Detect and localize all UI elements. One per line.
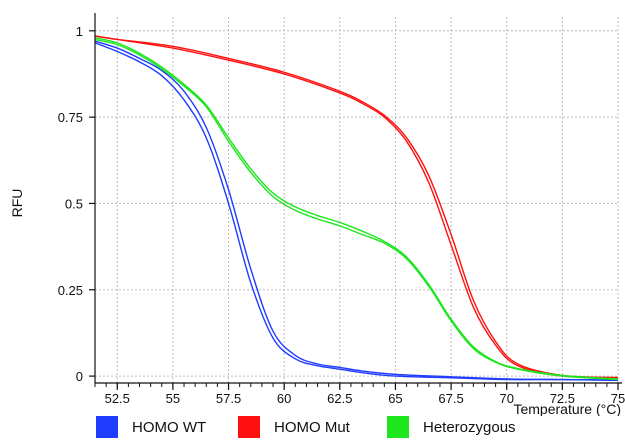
x-tick-label: 75	[611, 391, 625, 406]
y-tick-label: 1	[76, 24, 83, 39]
y-tick-label: 0.75	[58, 110, 83, 125]
x-tick-label: 70	[499, 391, 513, 406]
series-line-homo-wt-1	[94, 42, 619, 381]
legend-swatch-heterozygous	[387, 416, 409, 438]
legend-swatch-homo-mut	[238, 416, 260, 438]
legend-label-homo-mut: HOMO Mut	[274, 418, 350, 436]
axes	[94, 13, 622, 384]
series-line-homo-wt-2	[94, 40, 619, 381]
legend-label-homo-wt: HOMO WT	[132, 418, 207, 436]
series-line-homo-mut-2	[94, 35, 619, 379]
series-line-heterozygous-1	[94, 38, 619, 381]
x-tick-label: 52.5	[105, 391, 130, 406]
x-tick-label: 62.5	[327, 391, 352, 406]
x-tick-label: 55	[166, 391, 180, 406]
legend: HOMO WT HOMO Mut Heterozygous	[0, 416, 625, 442]
legend-item-homo-wt: HOMO WT	[96, 416, 206, 438]
x-tick-label: 60	[277, 391, 291, 406]
x-tick-label: 57.5	[216, 391, 241, 406]
legend-swatch-homo-wt	[96, 416, 118, 438]
x-tick-label: 65	[388, 391, 402, 406]
x-axis-ticks: 52.5 55 57.5 60 62.5 65 67.5 70 72.5 75	[94, 383, 625, 406]
legend-label-heterozygous: Heterozygous	[423, 418, 516, 436]
x-tick-label: 72.5	[550, 391, 575, 406]
y-axis-label: RFU	[9, 189, 25, 218]
melt-curve-chart: 52.5 55 57.5 60 62.5 65 67.5 70 72.5 75 00.250.50…	[9, 13, 625, 416]
y-axis-ticks: 0 0.25 0.5 0.75 1	[58, 24, 95, 384]
series-line-homo-mut-1	[94, 35, 619, 379]
series-line-heterozygous-2	[94, 37, 619, 380]
y-tick-label: 0.5	[65, 196, 83, 211]
plot-curves	[94, 35, 619, 381]
y-tick-label: 0.25	[58, 283, 83, 298]
grid-lines	[95, 17, 619, 383]
legend-item-homo-mut: HOMO Mut	[238, 416, 350, 438]
y-tick-label: 0	[76, 369, 83, 384]
x-tick-label: 67.5	[438, 391, 463, 406]
x-axis-label: Temperature (°C)	[513, 401, 621, 416]
legend-item-heterozygous: Heterozygous	[387, 416, 516, 438]
